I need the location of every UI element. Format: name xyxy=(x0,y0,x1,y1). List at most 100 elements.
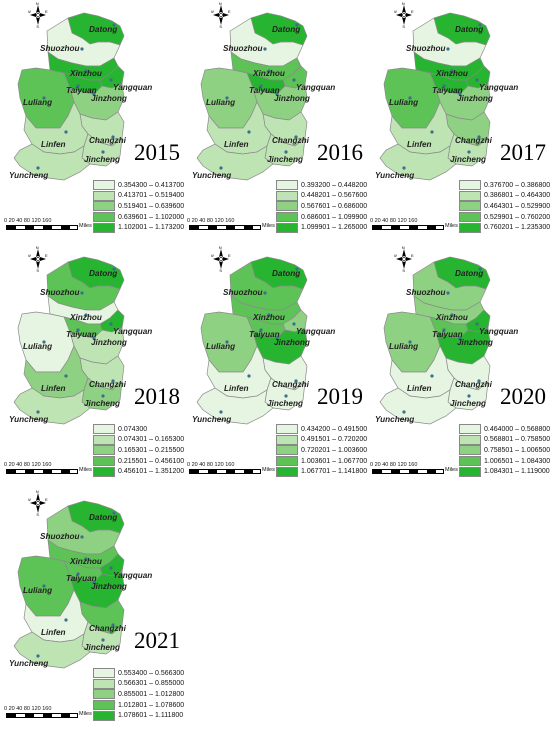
legend-label: 0.567601 – 0.686000 xyxy=(301,202,368,210)
legend-entry: 0.456101 – 1.351200 xyxy=(93,466,184,477)
legend-label: 0.376700 – 0.386800 xyxy=(484,181,550,189)
north-arrow-icon: N S W E xyxy=(210,245,231,273)
scale-bar-ticks: 0 20 40 80 120 160 xyxy=(187,462,235,468)
legend-label: 0.566301 – 0.855000 xyxy=(118,680,185,688)
choropleth-map: Datong Shuozhou Xinzhou Taiyuan Yangquan Luli… xyxy=(375,12,518,181)
legend-swatch xyxy=(459,424,481,435)
legend-label: 0.639601 – 1.102000 xyxy=(118,213,185,221)
compass-s: S xyxy=(36,24,39,28)
legend-entry: 1.012801 – 1.078600 xyxy=(93,700,184,711)
city-dot-linfen xyxy=(64,618,68,622)
city-label-jincheng: Jincheng xyxy=(84,643,120,652)
scale-bar-ticks: 0 20 40 80 120 160 xyxy=(4,706,52,712)
city-label-xinzhou: Xinzhou xyxy=(69,557,102,566)
compass-s: S xyxy=(402,24,405,28)
map-panel-2019: Datong Shuozhou Xinzhou Taiyuan Yangquan Luli… xyxy=(185,244,368,488)
legend-swatch xyxy=(459,180,481,191)
compass-s: S xyxy=(36,512,39,516)
city-label-yangquan: Yangquan xyxy=(113,83,152,92)
region-yuncheng xyxy=(196,143,274,181)
legend-label: 0.529901 – 0.760200 xyxy=(484,213,550,221)
legend-swatch xyxy=(276,456,298,467)
city-dot-taiyuan xyxy=(259,84,263,88)
city-label-jinzhong: Jinzhong xyxy=(91,94,127,103)
city-label-yangquan: Yangquan xyxy=(113,327,152,336)
city-dot-yuncheng xyxy=(219,410,223,414)
legend-entry: 0.413701 – 0.519400 xyxy=(93,190,184,202)
city-dot-xinzhou xyxy=(267,69,271,73)
legend-swatch xyxy=(93,424,115,435)
city-label-changzhi: Changzhi xyxy=(89,624,127,633)
city-label-datong: Datong xyxy=(89,269,117,278)
city-label-yuncheng: Yuncheng xyxy=(9,659,48,668)
north-arrow-icon: N S W E xyxy=(27,245,48,273)
city-dot-jinzhong xyxy=(275,336,279,340)
legend: 0.074300 0.074301 – 0.165300 0.165301 – 0.… xyxy=(93,424,184,477)
legend-swatch xyxy=(93,434,115,445)
legend-swatch xyxy=(93,222,115,233)
legend: 0.376700 – 0.386800 0.386801 – 0.464300 0.… xyxy=(459,180,550,233)
legend-label: 0.553400 – 0.566300 xyxy=(118,669,185,677)
legend-label: 0.760201 – 1.235300 xyxy=(484,224,550,232)
city-dot-luliang xyxy=(42,340,46,344)
city-dot-datong xyxy=(478,23,482,27)
compass-n: N xyxy=(402,2,405,6)
city-dot-taiyuan xyxy=(259,328,263,332)
compass-s: S xyxy=(219,268,222,272)
scale-bar-unit: Miles xyxy=(445,223,458,229)
legend-label: 0.464000 – 0.568800 xyxy=(484,425,550,433)
city-label-xinzhou: Xinzhou xyxy=(435,69,468,78)
city-dot-changzhi xyxy=(111,623,115,627)
legend-swatch xyxy=(93,456,115,467)
city-dot-xinzhou xyxy=(84,69,88,73)
choropleth-map: Datong Shuozhou Xinzhou Taiyuan Yangquan Luli… xyxy=(192,12,335,181)
city-dot-datong xyxy=(478,267,482,271)
legend-label: 0.215501 – 0.456100 xyxy=(118,457,185,465)
city-dot-shuozhou xyxy=(80,535,84,539)
city-dot-xinzhou xyxy=(450,313,454,317)
city-dot-yuncheng xyxy=(36,410,40,414)
legend-swatch xyxy=(276,445,298,456)
region-yuncheng xyxy=(13,387,91,425)
city-dot-shuozhou xyxy=(263,47,267,51)
year-label: 2021 xyxy=(134,628,180,653)
compass-s: S xyxy=(402,268,405,272)
compass-n: N xyxy=(402,246,405,250)
scale-bar-graphic xyxy=(189,469,261,474)
compass-e: E xyxy=(228,9,231,14)
legend-swatch xyxy=(93,201,115,212)
legend-label: 0.434200 – 0.491500 xyxy=(301,425,368,433)
city-label-linfen: Linfen xyxy=(41,384,66,393)
scale-bar-unit: Miles xyxy=(445,467,458,473)
city-label-yuncheng: Yuncheng xyxy=(375,415,414,424)
compass-w: W xyxy=(28,253,31,258)
city-dot-yuncheng xyxy=(36,166,40,170)
scale-bar-ticks: 0 20 40 80 120 160 xyxy=(370,462,418,468)
city-label-xinzhou: Xinzhou xyxy=(69,69,102,78)
map-panel-2017: Datong Shuozhou Xinzhou Taiyuan Yangquan Luli… xyxy=(368,0,550,244)
city-label-changzhi: Changzhi xyxy=(272,136,310,145)
city-dot-yangquan xyxy=(109,78,113,82)
scale-bar-ticks: 0 20 40 80 120 160 xyxy=(187,218,235,224)
legend-entry: 0.448201 – 0.567600 xyxy=(276,190,367,202)
city-dot-shuozhou xyxy=(446,291,450,295)
legend-swatch xyxy=(93,710,115,721)
legend-label: 1.012801 – 1.078600 xyxy=(118,701,185,709)
compass-e: E xyxy=(45,9,48,14)
legend-label: 0.568801 – 0.758500 xyxy=(484,436,550,444)
city-dot-linfen xyxy=(64,374,68,378)
city-label-linfen: Linfen xyxy=(224,140,249,149)
year-label: 2015 xyxy=(134,140,180,165)
north-arrow-icon: N S W E xyxy=(210,1,231,29)
compass-e: E xyxy=(45,497,48,502)
scale-bar: 0 20 40 80 120 160 Miles xyxy=(4,706,94,720)
city-label-yangquan: Yangquan xyxy=(296,83,335,92)
legend-entry: 0.567601 – 0.686000 xyxy=(276,201,367,212)
legend-entry: 0.491501 – 0.720200 xyxy=(276,434,367,446)
city-dot-yuncheng xyxy=(402,410,406,414)
city-dot-xinzhou xyxy=(267,313,271,317)
legend-entry: 0.464301 – 0.529900 xyxy=(459,201,550,212)
legend-entry: 0.519401 – 0.639600 xyxy=(93,201,184,212)
city-dot-jinzhong xyxy=(275,92,279,96)
legend: 0.393200 – 0.448200 0.448201 – 0.567600 0.… xyxy=(276,180,367,233)
